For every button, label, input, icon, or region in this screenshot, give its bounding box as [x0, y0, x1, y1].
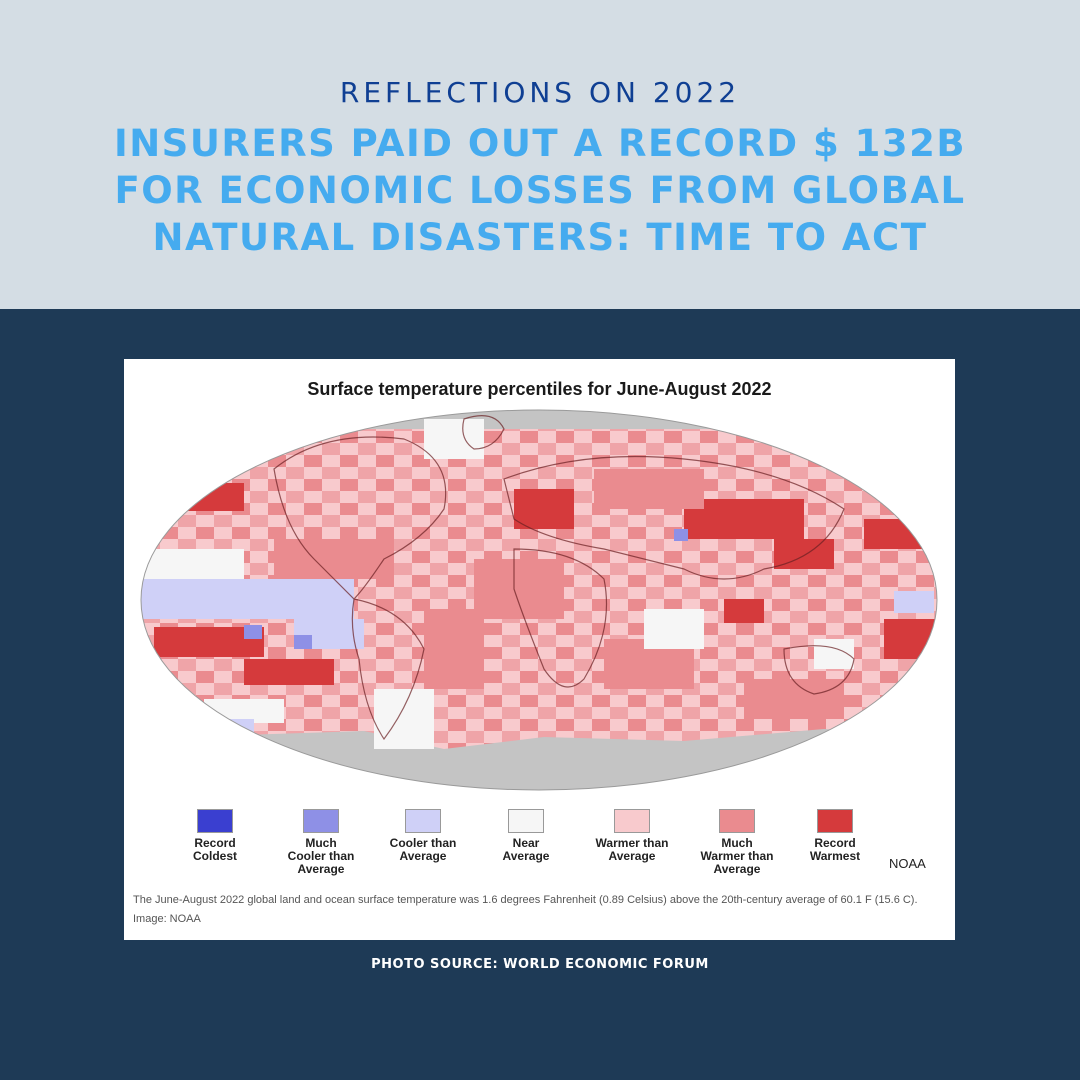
headline-line-1: INSURERS PAID OUT A RECORD $ 132B — [113, 122, 967, 165]
legend-label-line: Average — [399, 849, 447, 863]
legend-swatch — [405, 809, 441, 833]
map-card: Surface temperature percentiles for June… — [124, 359, 955, 940]
legend-label-line: Much — [721, 836, 753, 850]
legend-label-line: Average — [502, 849, 550, 863]
near-average-areas — [144, 419, 854, 749]
legend-swatch — [303, 809, 339, 833]
legend-swatch — [197, 809, 233, 833]
map-title: Surface temperature percentiles for June… — [307, 379, 772, 399]
arctic-region — [141, 410, 937, 429]
cooler-than-average-areas — [141, 579, 934, 733]
globe-outline — [140, 409, 938, 791]
world-temperature-map — [140, 409, 938, 791]
legend-swatch — [719, 809, 755, 833]
legend-warmer: Warmer than Average — [577, 809, 687, 863]
legend-label-line: Warmer than — [595, 836, 669, 850]
map-caption: The June-August 2022 global land and oce… — [133, 894, 918, 925]
headline-line-3: NATURAL DISASTERS: TIME TO ACT — [152, 216, 928, 259]
legend-swatch — [817, 809, 853, 833]
legend-cooler: Cooler than Average — [368, 809, 478, 863]
legend-label-line: Much — [305, 836, 337, 850]
legend-label-line: Coldest — [192, 849, 237, 863]
map-credit: NOAA — [889, 856, 926, 871]
legend-label-line: Record — [814, 836, 856, 850]
headline-line-2: FOR ECONOMIC LOSSES FROM GLOBAL — [114, 169, 966, 212]
legend-near-average: Near Average — [471, 809, 581, 863]
headline: INSURERS PAID OUT A RECORD $ 132B FOR EC… — [40, 120, 1040, 261]
map-globe — [141, 410, 937, 790]
antarctic-region — [141, 729, 937, 790]
legend-label-line: Warmest — [809, 849, 861, 863]
continent-outlines — [273, 415, 855, 741]
legend-label-line: Average — [713, 862, 761, 876]
legend-label-line: Warmer than — [700, 849, 774, 863]
legend-label-line: Record — [194, 836, 236, 850]
legend-swatch — [614, 809, 650, 833]
legend-swatch — [508, 809, 544, 833]
legend-label-line: Near — [512, 836, 540, 850]
legend-label-line: Average — [608, 849, 656, 863]
much-cooler-areas — [244, 529, 688, 649]
legend-label-line: Cooler than — [287, 849, 355, 863]
photo-source: PHOTO SOURCE: WORLD ECONOMIC FORUM — [371, 957, 709, 972]
legend-record-coldest: Record Coldest — [160, 809, 270, 863]
legend-much-cooler: Much Cooler than Average — [266, 809, 376, 876]
legend-record-warmest: Record Warmest — [780, 809, 890, 863]
legend-label-line: Cooler than — [389, 836, 457, 850]
kicker-title: REFLECTIONS ON 2022 — [339, 76, 741, 109]
legend-label-line: Average — [297, 862, 345, 876]
legend-much-warmer: Much Warmer than Average — [682, 809, 792, 876]
header-band: REFLECTIONS ON 2022 INSURERS PAID OUT A … — [0, 0, 1080, 309]
